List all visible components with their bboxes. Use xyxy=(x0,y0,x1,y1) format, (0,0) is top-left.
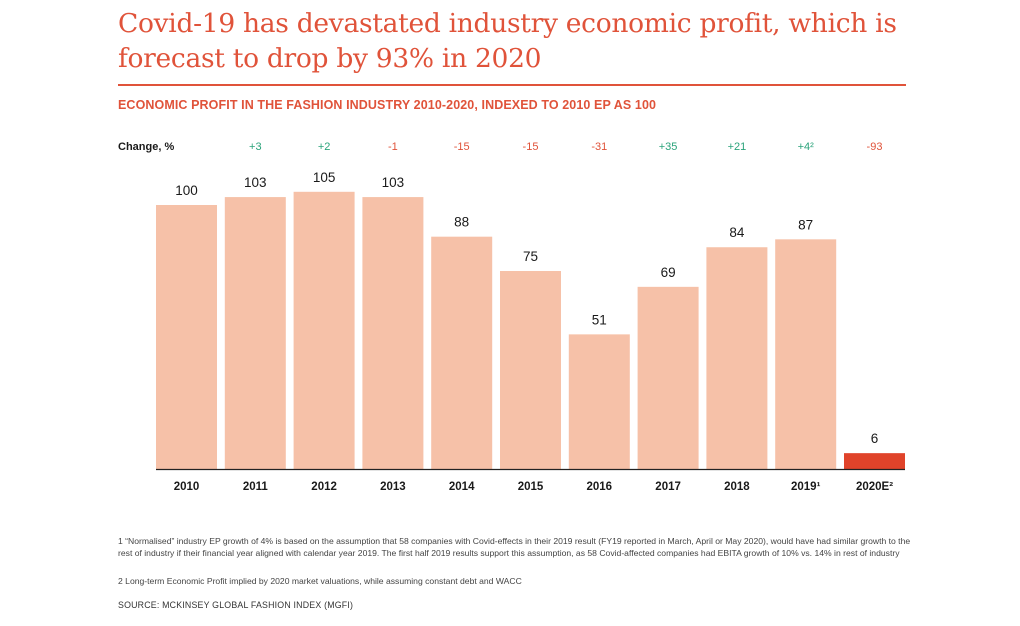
x-tick-label: 2016 xyxy=(587,481,613,493)
footnote-1: 1 “Normalised” industry EP growth of 4% … xyxy=(118,536,911,558)
change-value: -15 xyxy=(454,141,470,153)
change-row: +3 +2 -1 -15 -15 -31 +35 +21 +4² -93 xyxy=(249,141,882,153)
x-tick-label: 2018 xyxy=(724,481,750,493)
change-row-label: Change, % xyxy=(118,141,174,153)
x-tick-labels-group: 2010 2011 2012 2013 2014 2015 2016 2017 2018 2019… xyxy=(174,481,894,493)
bar-2013 xyxy=(362,197,424,469)
change-value: +3 xyxy=(249,141,262,153)
bar-2016 xyxy=(568,334,630,469)
bar-2015 xyxy=(500,271,561,469)
value-labels-group: 100 103 105 103 88 75 51 69 84 87 6 xyxy=(175,170,878,446)
bar-2019 xyxy=(775,239,837,469)
value-label: 87 xyxy=(798,217,813,232)
change-value: -93 xyxy=(867,141,883,153)
x-tick-label: 2011 xyxy=(243,481,269,493)
x-tick-label: 2020E² xyxy=(856,481,893,493)
value-label: 105 xyxy=(313,170,336,185)
value-label: 75 xyxy=(523,249,538,264)
chart-title: Covid-19 has devastated industry economi… xyxy=(118,8,897,74)
chart-subtitle: ECONOMIC PROFIT IN THE FASHION INDUSTRY … xyxy=(118,98,657,112)
bar-2014 xyxy=(431,236,493,469)
x-tick-label: 2012 xyxy=(311,481,337,493)
source-note: SOURCE: MCKINSEY GLOBAL FASHION INDEX (M… xyxy=(118,600,354,610)
x-tick-label: 2017 xyxy=(655,481,681,493)
value-label: 6 xyxy=(871,431,879,446)
value-label: 103 xyxy=(244,175,267,190)
x-tick-label: 2010 xyxy=(174,481,200,493)
change-value: +35 xyxy=(659,141,678,153)
bar-2017 xyxy=(637,286,699,469)
x-tick-label: 2013 xyxy=(380,481,406,493)
change-value: +4² xyxy=(798,141,815,153)
x-tick-label: 2019¹ xyxy=(791,481,821,493)
title-divider xyxy=(118,84,906,86)
bars-group xyxy=(156,191,905,470)
change-value: +2 xyxy=(318,141,331,153)
change-value: -1 xyxy=(388,141,398,153)
value-label: 100 xyxy=(175,183,198,198)
bar-2020e xyxy=(844,453,905,469)
bar-2018 xyxy=(706,247,768,469)
x-tick-label: 2015 xyxy=(518,481,544,493)
value-label: 103 xyxy=(382,175,405,190)
value-label: 51 xyxy=(592,312,607,327)
bar-2011 xyxy=(224,197,286,469)
value-label: 69 xyxy=(661,265,676,280)
change-value: -15 xyxy=(523,141,539,153)
footnote-2: 2 Long-term Economic Profit implied by 2… xyxy=(118,576,522,586)
change-value: -31 xyxy=(591,141,607,153)
value-label: 84 xyxy=(729,225,745,240)
value-label: 88 xyxy=(454,215,469,230)
change-value: +21 xyxy=(728,141,747,153)
bar-2010 xyxy=(156,205,217,469)
bar-2012 xyxy=(293,191,355,470)
x-tick-label: 2014 xyxy=(449,481,475,493)
